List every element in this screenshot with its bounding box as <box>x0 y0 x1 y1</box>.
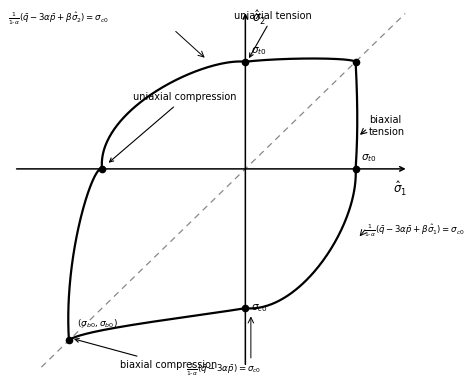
Text: $\hat{\sigma}_1$: $\hat{\sigma}_1$ <box>393 179 408 198</box>
Text: biaxial compression: biaxial compression <box>75 339 217 370</box>
Text: uniaxial compression: uniaxial compression <box>109 92 237 162</box>
Text: $\sigma_{t0}$: $\sigma_{t0}$ <box>361 152 377 164</box>
Text: $\sigma_{c0}$: $\sigma_{c0}$ <box>251 302 267 314</box>
Text: $\frac{1}{1\text{-}\alpha}(\bar{q} - 3\alpha\bar{p}) = \sigma_{c0}$: $\frac{1}{1\text{-}\alpha}(\bar{q} - 3\a… <box>186 362 261 378</box>
Text: $\hat{\sigma}_2$: $\hat{\sigma}_2$ <box>252 9 266 27</box>
Text: $\frac{1}{1\text{-}\alpha}(\bar{q} - 3\alpha\bar{p} + \beta\hat{\sigma}_1) = \si: $\frac{1}{1\text{-}\alpha}(\bar{q} - 3\a… <box>365 222 465 239</box>
Text: $\sigma_{t0}$: $\sigma_{t0}$ <box>251 46 266 58</box>
Text: $\frac{1}{1\text{-}\alpha}(\bar{q} - 3\alpha\bar{p} + \beta\hat{\sigma}_2) = \si: $\frac{1}{1\text{-}\alpha}(\bar{q} - 3\a… <box>8 10 109 27</box>
Text: uniaxial tension: uniaxial tension <box>234 11 312 57</box>
Text: $(\sigma_{b0},\sigma_{b0})$: $(\sigma_{b0},\sigma_{b0})$ <box>77 317 118 330</box>
Text: biaxial
tension: biaxial tension <box>369 115 405 137</box>
